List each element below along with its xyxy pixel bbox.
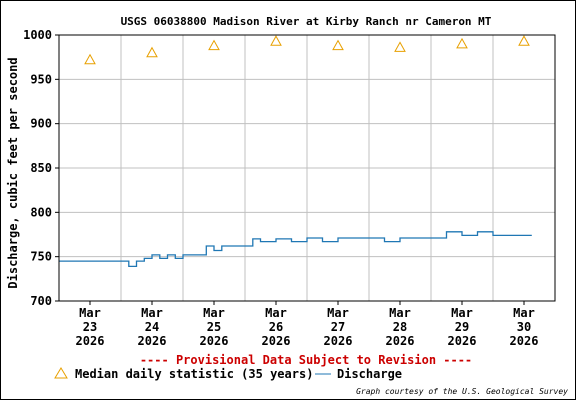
median-point (146, 46, 158, 58)
y-tick-label: 1000 (23, 28, 52, 42)
x-tick-label-month: Mar (327, 306, 349, 320)
median-point (208, 39, 220, 51)
x-tick-label-day: 23 (83, 320, 97, 334)
median-point (332, 39, 344, 51)
x-tick-label-day: 28 (393, 320, 407, 334)
legend-median-label: Median daily statistic (35 years) (75, 367, 313, 381)
y-tick-label: 700 (30, 294, 52, 308)
median-point (518, 35, 530, 46)
median-point (456, 37, 468, 49)
y-axis-label: Discharge, cubic feet per second (6, 57, 20, 288)
x-tick-label-day: 25 (207, 320, 221, 334)
median-point (84, 53, 96, 65)
legend-median-marker (54, 367, 68, 379)
x-tick-label-day: 27 (331, 320, 345, 334)
legend: Median daily statistic (35 years) Discha… (54, 367, 402, 381)
median-point (270, 35, 282, 46)
plot-border (58, 34, 556, 302)
x-tick-label-year: 2026 (386, 334, 415, 348)
series-layer (59, 35, 532, 268)
x-tick-label-year: 2026 (138, 334, 167, 348)
x-tick-label-month: Mar (141, 306, 163, 320)
x-tick-label-year: 2026 (324, 334, 353, 348)
x-tick-label-day: 26 (269, 320, 283, 334)
x-tick-label-year: 2026 (76, 334, 105, 348)
x-tick-label-day: 29 (455, 320, 469, 334)
x-tick-label-year: 2026 (200, 334, 229, 348)
y-tick-label: 850 (30, 161, 52, 175)
y-tick-label: 950 (30, 72, 52, 86)
x-tick-label-year: 2026 (262, 334, 291, 348)
x-tick-label-month: Mar (451, 306, 473, 320)
y-tick-label: 750 (30, 250, 52, 264)
grid-lines (59, 34, 555, 302)
x-tick-label-day: 30 (517, 320, 531, 334)
x-tick-label-month: Mar (203, 306, 225, 320)
y-tick-label: 800 (30, 205, 52, 219)
chart-title: USGS 06038800 Madison River at Kirby Ran… (121, 15, 492, 28)
discharge-line (59, 231, 532, 268)
y-axis: 1000 950 900 850 800 750 700 (23, 28, 59, 308)
legend-discharge-label: Discharge (337, 367, 402, 381)
credit-text: Graph courtesy of the U.S. Geological Su… (356, 387, 568, 396)
median-point (394, 41, 406, 52)
x-tick-label-year: 2026 (510, 334, 539, 348)
x-tick-label-month: Mar (389, 306, 411, 320)
y-tick-label: 900 (30, 117, 52, 131)
x-axis: Mar232026Mar242026Mar252026Mar262026Mar2… (76, 301, 539, 348)
x-tick-label-month: Mar (79, 306, 101, 320)
x-tick-label-day: 24 (145, 320, 159, 334)
x-tick-label-year: 2026 (448, 334, 477, 348)
x-tick-label-month: Mar (265, 306, 287, 320)
x-tick-label-month: Mar (513, 306, 535, 320)
provisional-notice: ---- Provisional Data Subject to Revisio… (140, 353, 472, 367)
